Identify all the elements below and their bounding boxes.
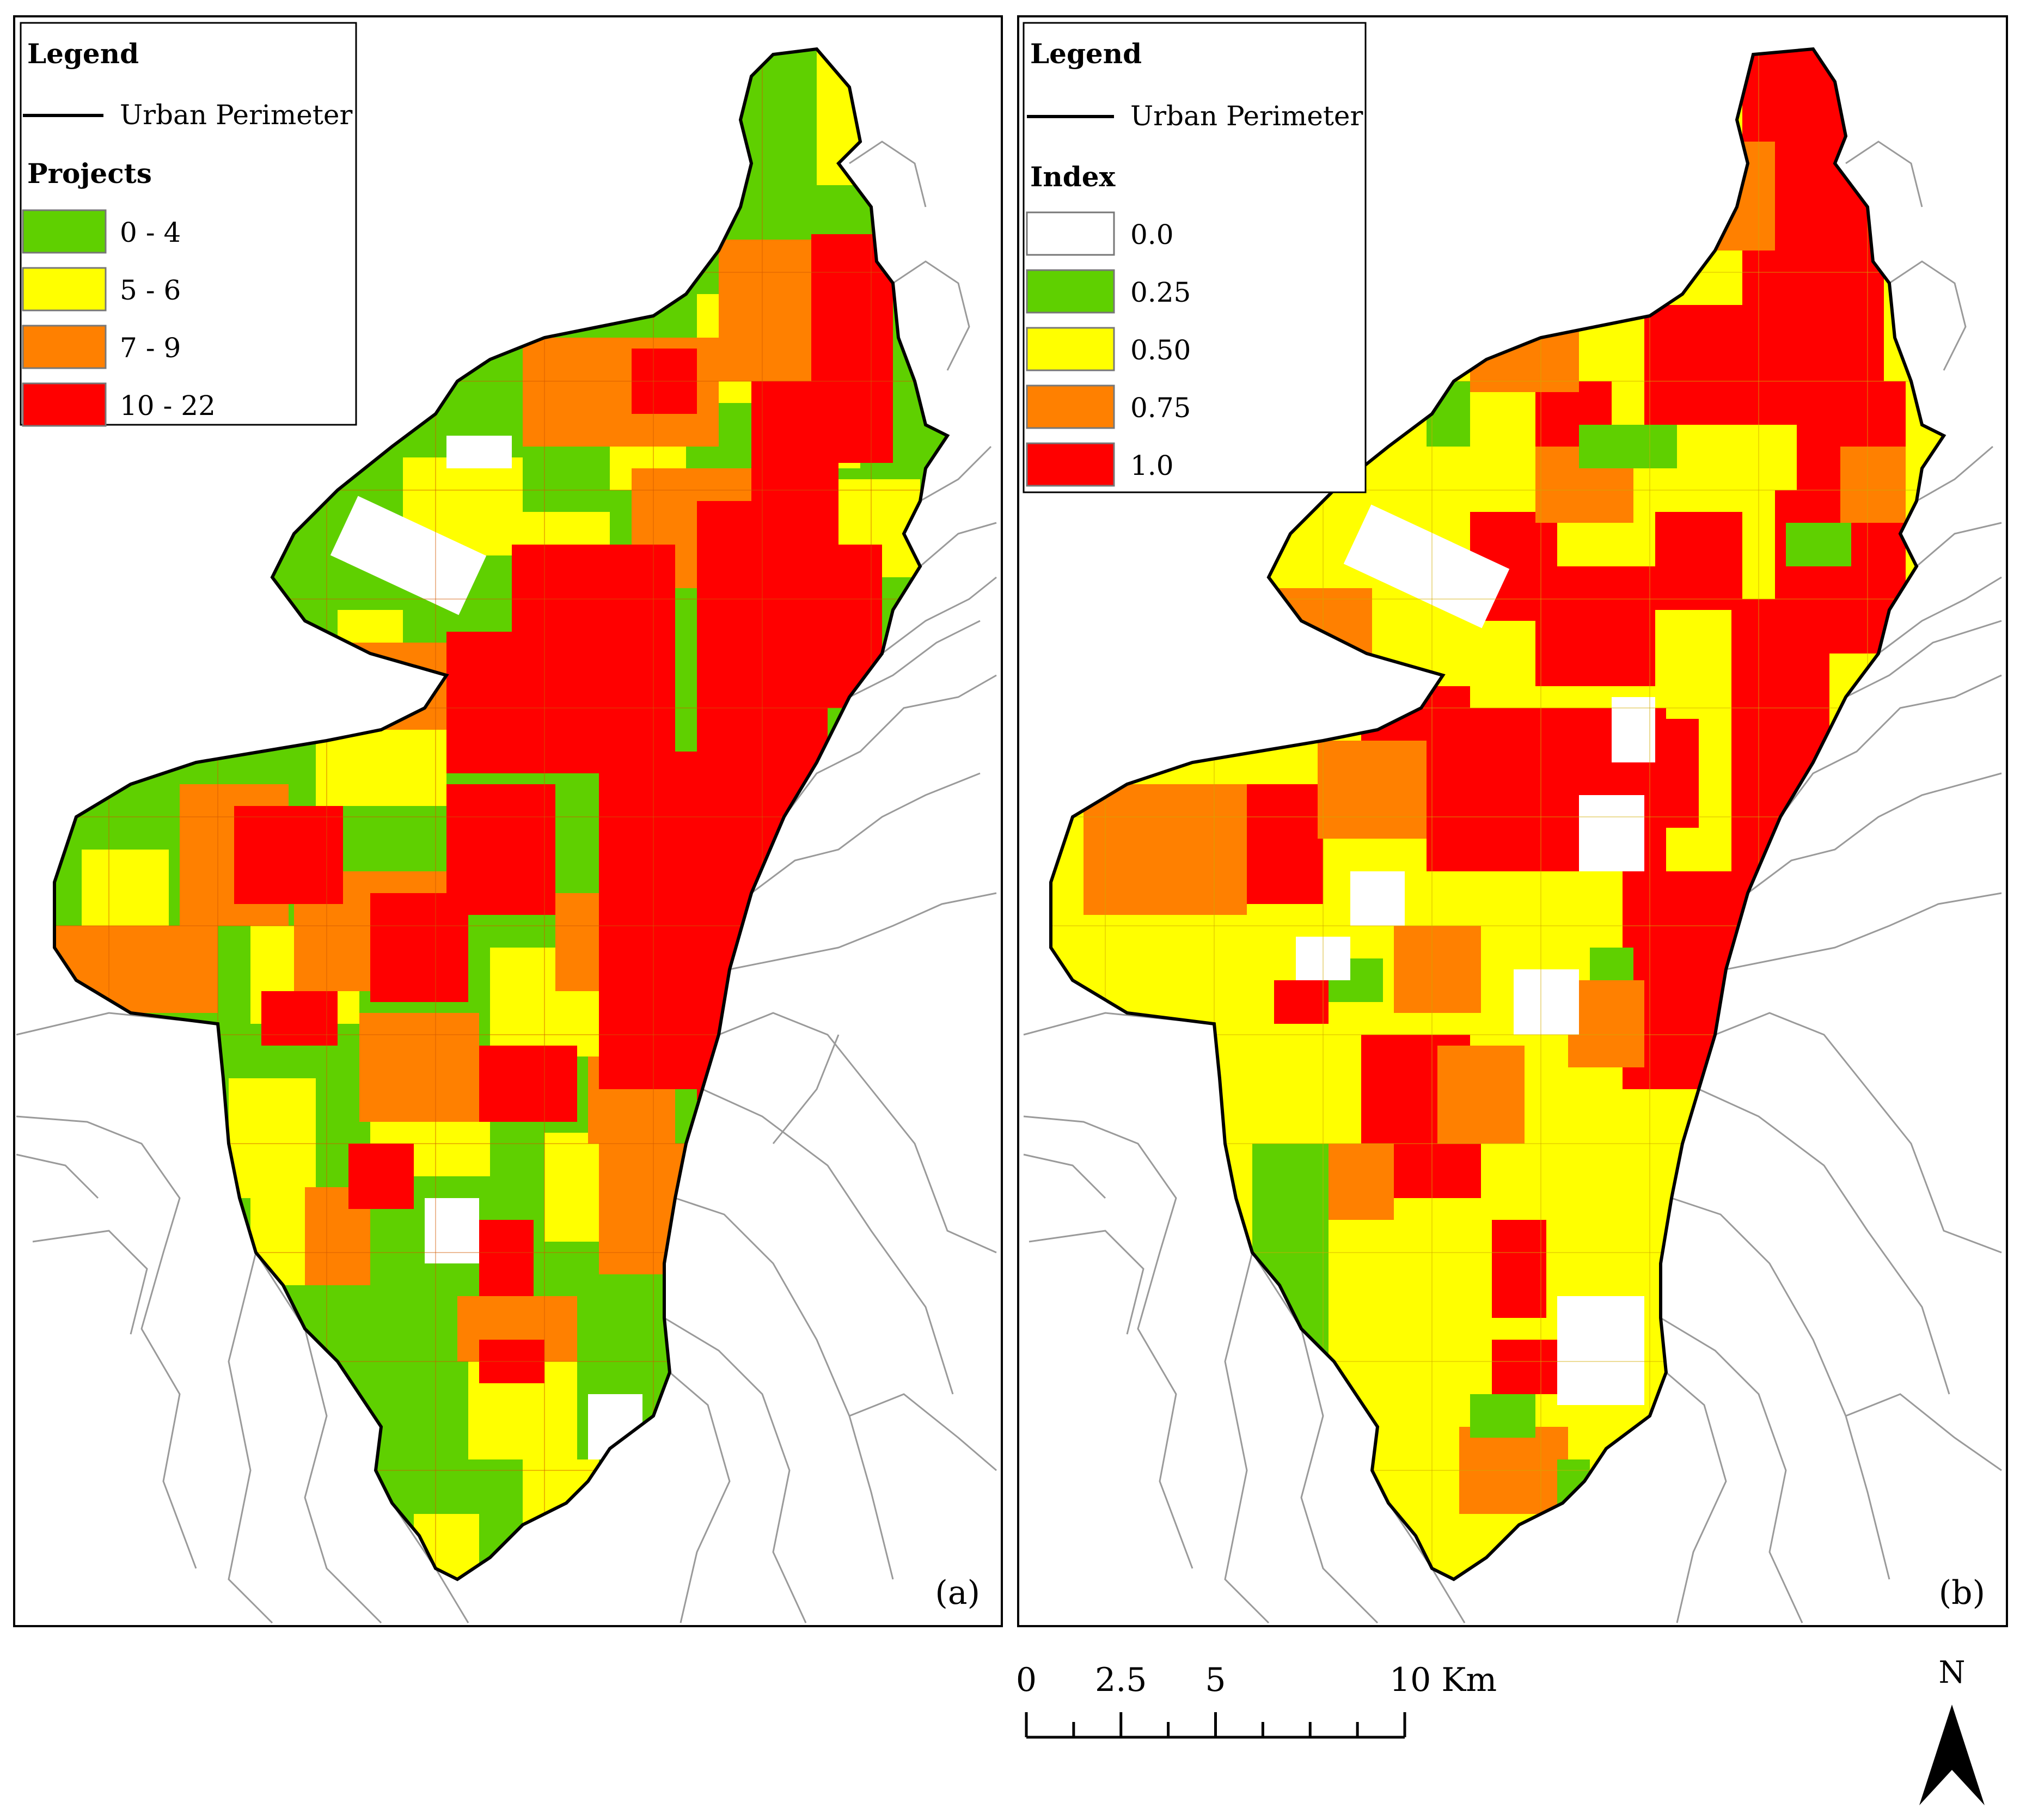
scale-label-2: 5 [1205,1661,1226,1699]
legend-swatch-a-0 [22,209,107,254]
north-arrow: N [1919,1655,1985,1805]
legend-classes-b: 0.0 0.25 0.50 0.75 1.0 [1026,211,1191,487]
map-panel-b: Legend Urban Perimeter Index 0.0 0.25 0.50… [1017,15,2008,1627]
urban-perimeter-label-a: Urban Perimeter [120,99,353,131]
legend-a: Legend Urban Perimeter Projects 0 - 4 5 -… [20,22,357,427]
scale-bar: 0 2.5 5 10 Km [1016,1661,1497,1739]
legend-label-a-3: 10 - 22 [120,390,216,422]
legend-label-b-0: 0.0 [1130,219,1174,251]
north-arrow-icon [1919,1705,1985,1805]
legend-label-b-2: 0.50 [1130,334,1191,366]
scale-label-1: 2.5 [1095,1661,1147,1699]
scale-label-0: 0 [1016,1661,1037,1699]
legend-label-b-3: 0.75 [1130,392,1191,424]
legend-title-b: Legend [1030,38,1142,70]
legend-label-b-4: 1.0 [1130,450,1174,481]
legend-class-title-a: Projects [27,157,152,190]
legend-swatch-b-3 [1026,384,1115,429]
scale-ticks [1025,1712,1406,1739]
legend-swatch-a-2 [22,325,107,369]
legend-class-title-b: Index [1030,161,1116,193]
legend-label-b-1: 0.25 [1130,277,1191,308]
scale-labels: 0 2.5 5 10 Km [1016,1661,1497,1699]
legend-label-a-1: 5 - 6 [120,274,181,306]
legend-classes-a: 0 - 4 5 - 6 7 - 9 10 - 22 [22,209,216,427]
legend-swatch-b-2 [1026,327,1115,371]
legend-label-a-0: 0 - 4 [120,217,181,248]
panel-label-b: (b) [1939,1574,1985,1612]
map-panel-a: Legend Urban Perimeter Projects 0 - 4 5 -… [13,15,1003,1627]
urban-perimeter-label-b: Urban Perimeter [1130,100,1363,132]
urban-perimeter-a [53,47,950,1581]
legend-swatch-b-4 [1026,442,1115,487]
legend-swatch-b-1 [1026,269,1115,314]
north-label: N [1939,1655,1966,1690]
scale-label-3: 10 Km [1389,1661,1497,1699]
legend-b: Legend Urban Perimeter Index 0.0 0.25 0.50… [1023,22,1367,493]
legend-title-a: Legend [27,38,139,70]
legend-swatch-a-1 [22,267,107,312]
panel-label-a: (a) [935,1574,980,1612]
legend-swatch-a-3 [22,382,107,427]
legend-label-a-2: 7 - 9 [120,332,181,364]
legend-swatch-b-0 [1026,211,1115,256]
